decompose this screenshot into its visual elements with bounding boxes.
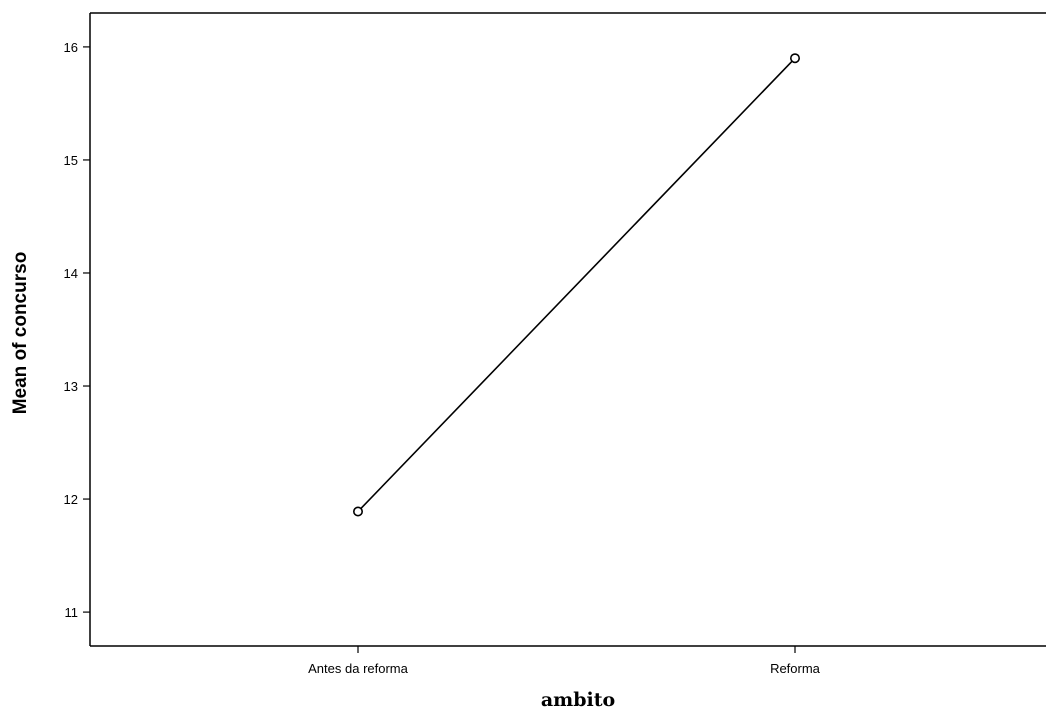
y-tick-label: 12 [64,492,78,507]
y-tick-label: 11 [65,605,79,620]
y-axis-label: Mean of concurso [10,252,31,415]
data-point [352,506,363,517]
series-group [352,53,800,517]
data-point [789,53,800,64]
y-tick-label: 15 [64,153,78,168]
x-tick-label: Antes da reforma [308,661,408,676]
series-line [357,57,796,513]
y-tick-label: 13 [64,379,78,394]
x-axis-ticks: Antes da reforma Reforma [308,646,821,676]
y-axis-ticks: 11 12 13 14 15 16 [64,40,90,620]
y-tick-label: 16 [64,40,78,55]
x-axis-label: ambito [541,689,615,711]
plot-area [90,13,1046,646]
y-tick-label: 14 [64,266,78,281]
x-tick-label: Reforma [770,661,821,676]
